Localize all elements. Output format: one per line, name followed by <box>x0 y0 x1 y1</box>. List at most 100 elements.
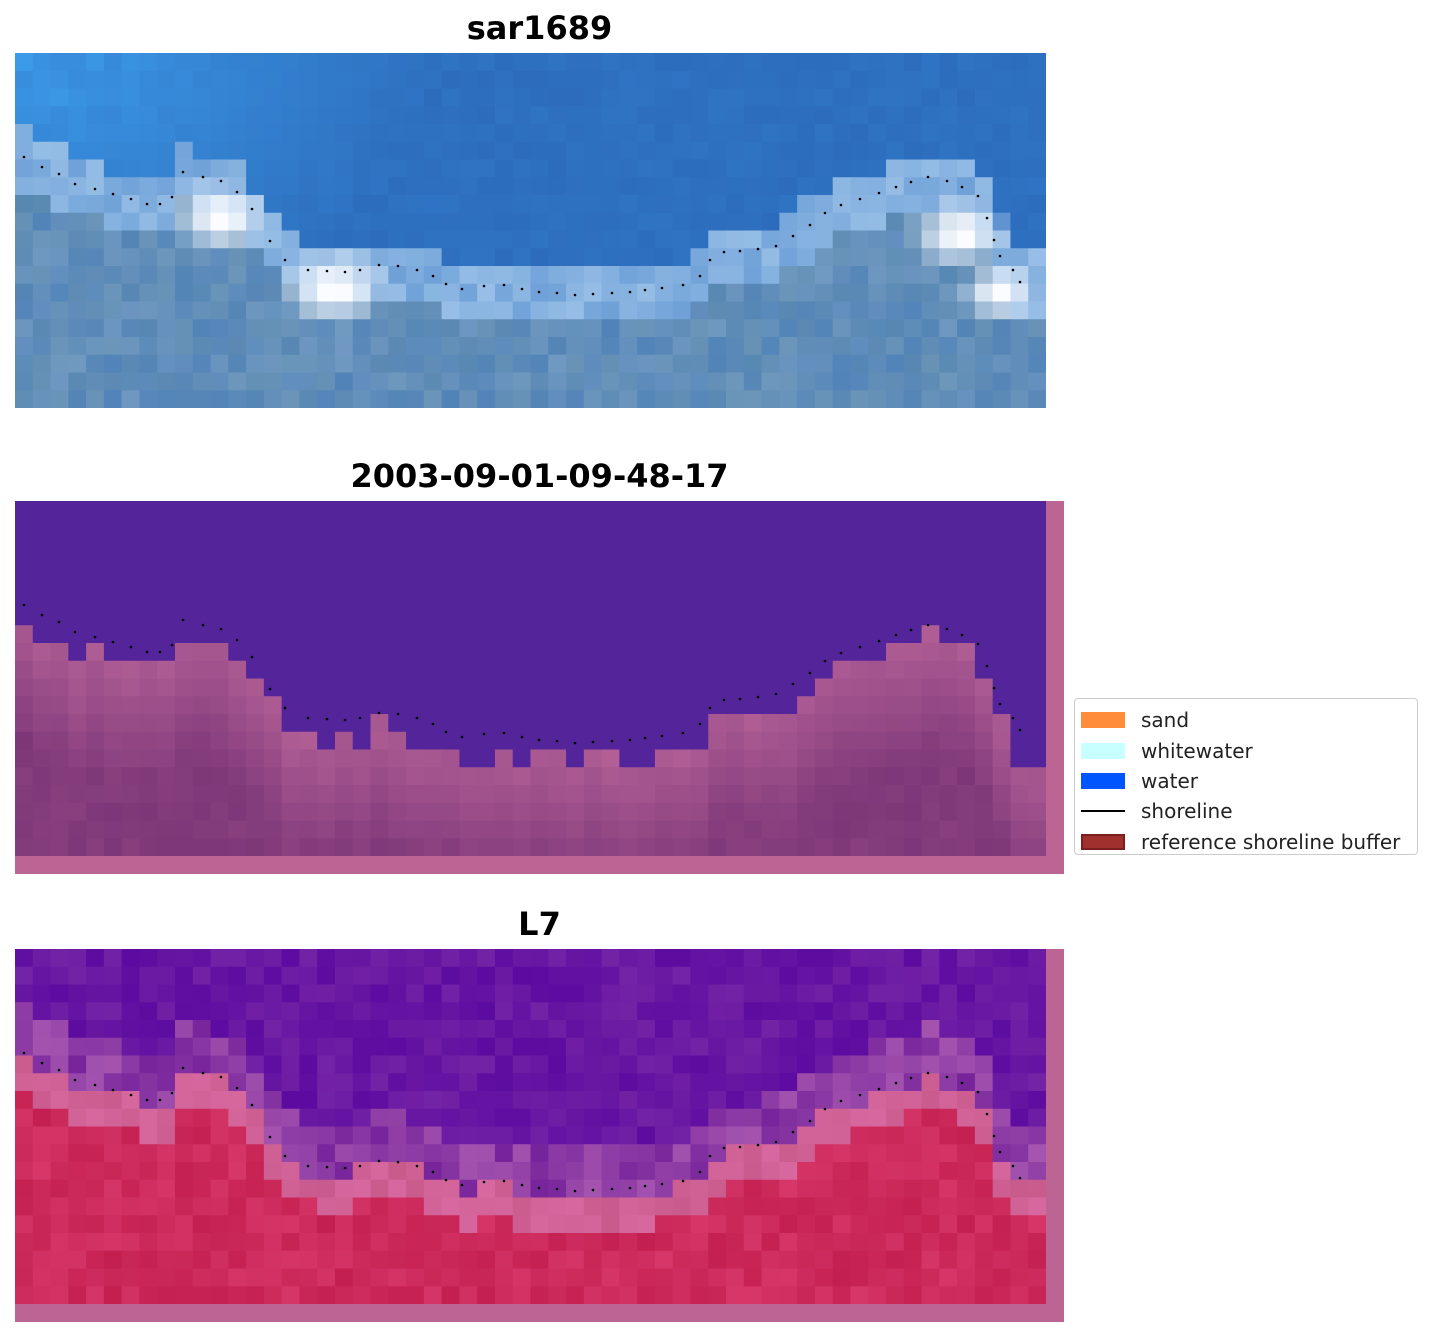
shoreline-point <box>181 1066 185 1070</box>
shoreline-point <box>268 687 272 691</box>
shoreline-point <box>158 202 162 206</box>
shoreline-point <box>325 269 329 273</box>
shoreline-point <box>129 645 133 649</box>
shoreline-point <box>1011 1164 1015 1168</box>
shoreline-point <box>201 175 205 179</box>
shoreline-point <box>1011 716 1015 720</box>
shoreline-point <box>201 623 205 627</box>
shoreline-point <box>756 247 760 251</box>
shoreline-point <box>158 650 162 654</box>
shoreline-point <box>573 293 577 297</box>
water-swatch <box>1081 772 1125 789</box>
shoreline-point <box>520 735 524 739</box>
shoreline-point <box>960 1081 964 1085</box>
shoreline-point <box>909 180 913 184</box>
shoreline-point <box>268 239 272 243</box>
shoreline-point <box>377 263 381 267</box>
shoreline-point <box>444 1178 448 1182</box>
shoreline-point <box>129 197 133 201</box>
shoreline-point <box>219 179 223 183</box>
shoreline-point <box>628 1186 632 1190</box>
buffer-edge-right <box>1046 949 1064 1322</box>
shoreline-point <box>839 651 843 655</box>
shoreline-point <box>591 292 595 296</box>
shoreline-point <box>283 706 287 710</box>
shoreline-point <box>283 258 287 262</box>
shoreline-line-swatch <box>1081 810 1125 813</box>
shoreline-point <box>858 1093 862 1097</box>
shoreline-point <box>111 1088 115 1092</box>
shoreline-point <box>722 250 726 254</box>
shoreline-point <box>396 264 400 268</box>
shoreline-point <box>415 1164 419 1168</box>
shoreline-point <box>460 1183 464 1187</box>
shoreline-point <box>145 202 149 206</box>
shoreline-point <box>774 244 778 248</box>
sand-swatch <box>1081 712 1125 729</box>
shoreline-point <box>808 1119 812 1123</box>
shoreline-point <box>343 270 347 274</box>
shoreline-point <box>976 642 980 646</box>
shoreline-point <box>22 603 26 607</box>
legend-item-whitewater: whitewater <box>1081 735 1411 765</box>
shoreline-point <box>877 639 881 643</box>
shoreline-point <box>537 290 541 294</box>
shoreline-point <box>444 282 448 286</box>
shoreline-point <box>643 288 647 292</box>
shoreline-point <box>482 284 486 288</box>
shoreline-point <box>358 268 362 272</box>
shoreline-point <box>976 194 980 198</box>
shoreline-point <box>482 732 486 736</box>
shoreline-point <box>520 287 524 291</box>
shoreline-point <box>926 1071 930 1075</box>
shoreline-point <box>170 1091 174 1095</box>
panel-title-rgb: sar1689 <box>466 9 613 47</box>
shoreline-point <box>985 216 989 220</box>
shoreline-point <box>537 1186 541 1190</box>
shoreline-point <box>129 1093 133 1097</box>
shoreline-point <box>1018 728 1022 732</box>
shoreline-point <box>268 1135 272 1139</box>
shoreline-point <box>460 287 464 291</box>
buffer-edge-right <box>1046 501 1064 874</box>
shoreline-point <box>431 722 435 726</box>
shoreline-point <box>40 613 44 617</box>
shoreline-point <box>415 716 419 720</box>
shoreline-point <box>738 697 742 701</box>
panel-title-classification: 2003-09-01-09-48-17 <box>350 457 729 495</box>
shoreline-point <box>708 258 712 262</box>
legend-item-shoreline: shoreline <box>1081 796 1411 826</box>
shoreline-point <box>894 1081 898 1085</box>
shoreline-point <box>808 671 812 675</box>
shoreline-point <box>57 172 61 176</box>
shoreline-point <box>791 234 795 238</box>
shoreline-point <box>431 274 435 278</box>
shoreline-point <box>158 1098 162 1102</box>
shoreline-point <box>858 645 862 649</box>
shoreline-point <box>145 1098 149 1102</box>
shoreline-point <box>909 628 913 632</box>
shoreline-point <box>610 739 614 743</box>
shoreline-point <box>201 1071 205 1075</box>
shoreline-point <box>235 638 239 642</box>
shoreline-point <box>502 731 506 735</box>
legend: sand whitewater water shoreline referenc… <box>1074 698 1418 855</box>
shoreline-point <box>698 274 702 278</box>
shoreline-point <box>555 1187 559 1191</box>
shoreline-point <box>976 1090 980 1094</box>
shoreline-point <box>325 1165 329 1169</box>
shoreline-point <box>823 659 827 663</box>
legend-label: whitewater <box>1141 738 1253 763</box>
shoreline-point <box>73 182 77 186</box>
shoreline-dots <box>22 1051 1022 1193</box>
shoreline-point <box>40 1061 44 1065</box>
shoreline-point <box>502 283 506 287</box>
shoreline-point <box>111 640 115 644</box>
shoreline-point <box>57 620 61 624</box>
buffer-edge-bottom <box>15 1304 1064 1322</box>
buffer-swatch <box>1081 833 1125 850</box>
shoreline-point <box>992 238 996 242</box>
shoreline-point <box>998 702 1002 706</box>
shoreline-point <box>22 155 26 159</box>
shoreline-point <box>823 211 827 215</box>
